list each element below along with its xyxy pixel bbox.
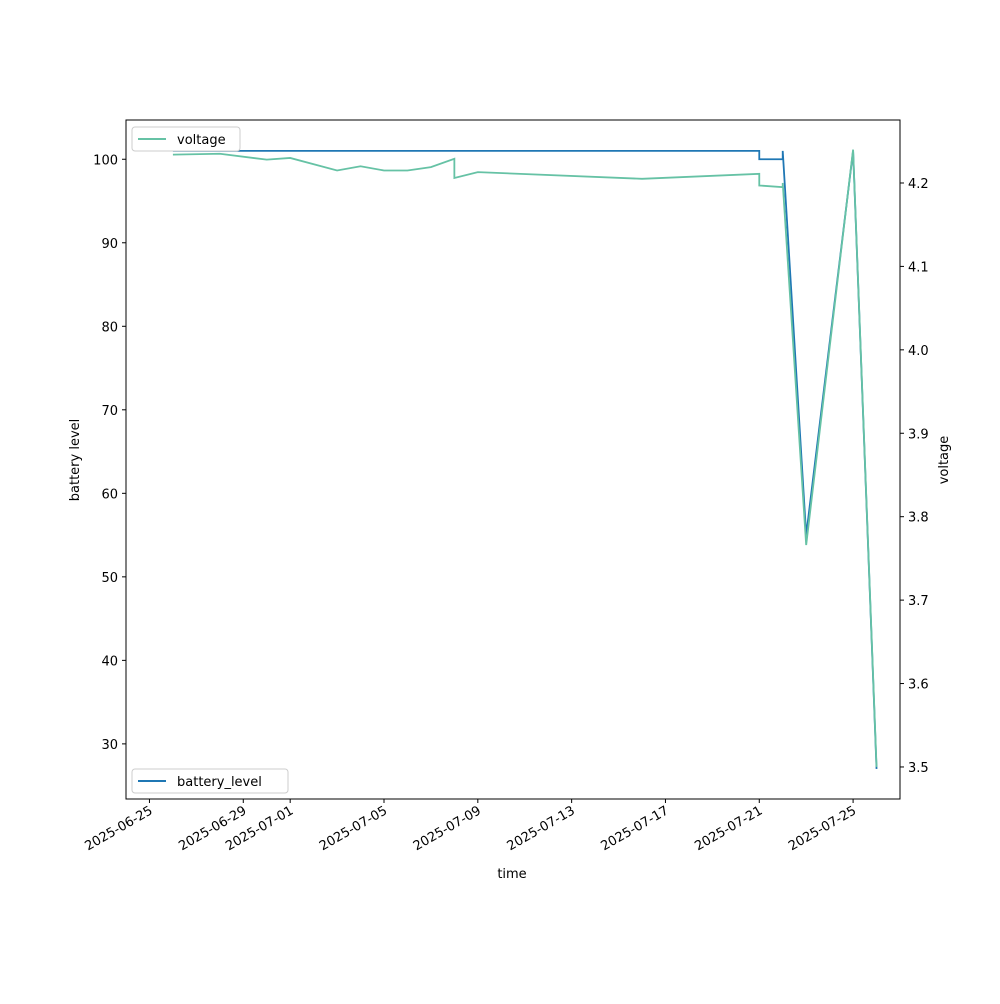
legend-label: voltage (177, 133, 226, 148)
x-tick-label: 2025-07-21 (692, 803, 765, 854)
legend-label: battery_level (177, 775, 262, 790)
y-tick-label: 100 (93, 153, 118, 168)
y2-tick-label: 3.7 (908, 594, 929, 609)
series-line (172, 149, 878, 767)
x-tick-label: 2025-07-13 (505, 803, 578, 854)
y-tick-label: 40 (101, 654, 118, 669)
y2-tick-label: 4.2 (908, 177, 929, 192)
legend-box (131, 768, 289, 794)
legend-box (131, 126, 241, 152)
x-tick-label: 2025-07-05 (317, 803, 390, 854)
y-tick-label: 30 (101, 738, 118, 753)
y2-tick-label: 4.1 (908, 260, 929, 275)
y2-tick-label: 4.0 (908, 344, 929, 359)
y-tick-label: 90 (101, 237, 118, 252)
x-tick-label: 2025-07-17 (599, 803, 672, 854)
x-tick-label: 2025-07-25 (786, 803, 859, 854)
y-tick-label: 80 (101, 320, 118, 335)
y2-tick-label: 3.6 (908, 678, 929, 693)
y-tick-label: 60 (101, 487, 118, 502)
y2-tick-label: 3.5 (908, 761, 929, 776)
plot-frame (125, 119, 901, 800)
series-line (172, 150, 878, 769)
y-tick-label: 70 (101, 404, 118, 419)
x-tick-label: 2025-07-09 (411, 803, 484, 854)
y2-tick-label: 3.8 (908, 511, 929, 526)
y-axis-label: battery level (68, 419, 83, 502)
y2-tick-label: 3.9 (908, 427, 929, 442)
x-tick-label: 2025-06-25 (83, 803, 156, 854)
y-tick-label: 50 (101, 571, 118, 586)
x-axis-label: time (497, 867, 526, 882)
y2-axis-label: voltage (937, 436, 952, 485)
